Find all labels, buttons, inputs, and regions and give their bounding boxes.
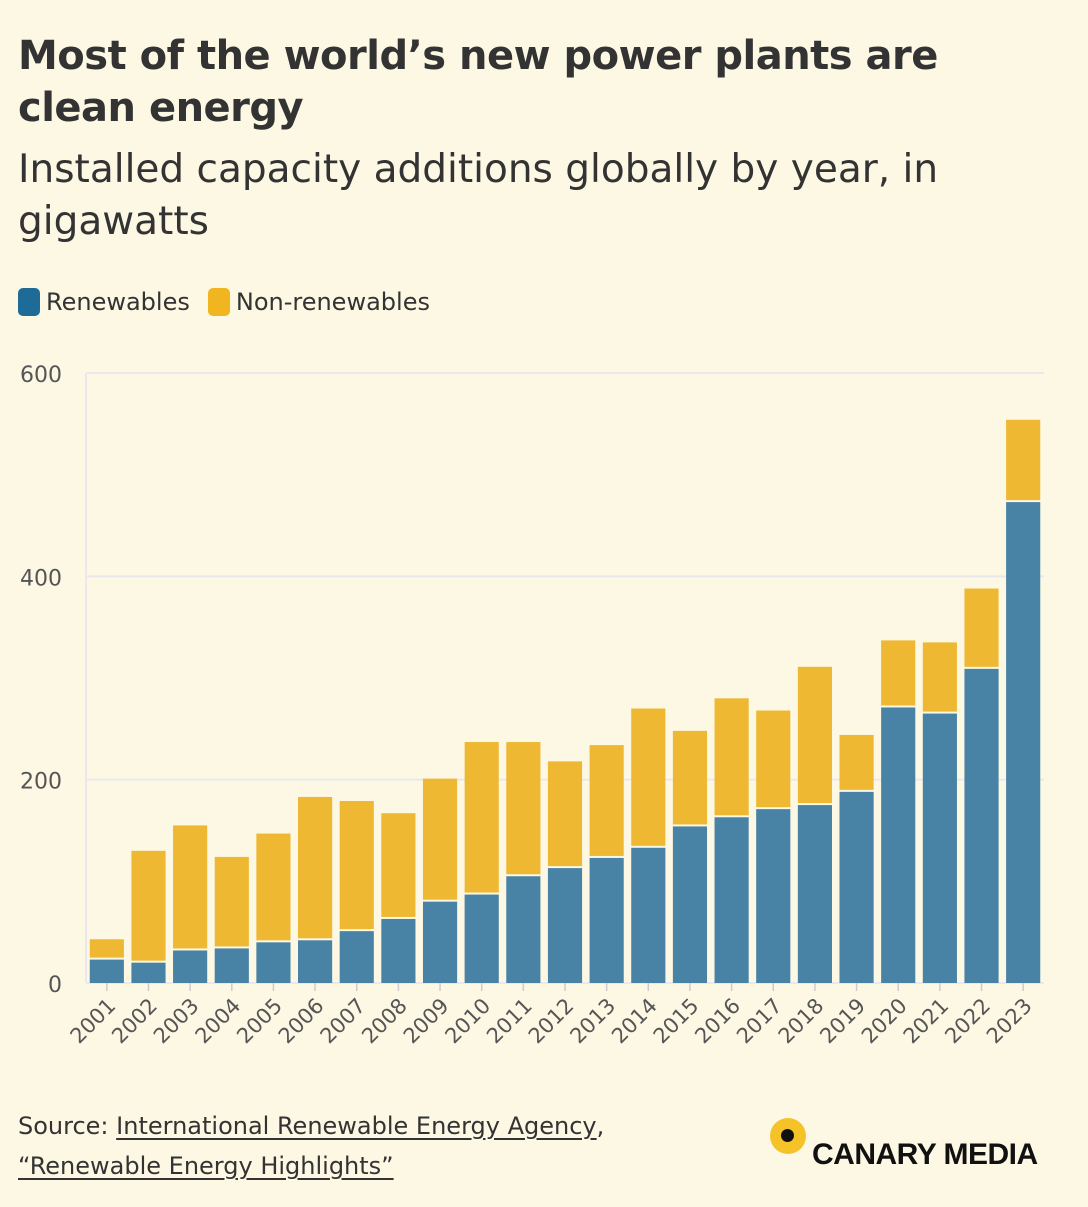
bar-non-renewables-2002 xyxy=(131,850,166,961)
legend: Renewables Non-renewables xyxy=(18,288,448,316)
bar-non-renewables-2018 xyxy=(797,666,832,804)
bar-non-renewables-2020 xyxy=(881,640,916,706)
bar-non-renewables-2010 xyxy=(464,742,499,893)
bar-renewables-2007 xyxy=(339,931,374,983)
x-tick-label-2007: 2007 xyxy=(316,994,371,1049)
bar-renewables-2013 xyxy=(589,857,624,983)
bar-renewables-2022 xyxy=(964,668,999,983)
legend-swatch-renewables xyxy=(18,288,40,316)
bar-non-renewables-2015 xyxy=(672,730,708,825)
bar-renewables-2003 xyxy=(173,950,208,983)
x-tick-label-2010: 2010 xyxy=(440,994,495,1049)
bar-renewables-2015 xyxy=(672,826,708,983)
x-tick-label-2022: 2022 xyxy=(940,994,995,1049)
chart-title: Most of the world’s new power plants are… xyxy=(18,33,938,131)
x-tick-label-2001: 2001 xyxy=(66,994,121,1049)
bar-non-renewables-2005 xyxy=(256,833,291,941)
bar-non-renewables-2012 xyxy=(547,761,583,867)
brand-logo: CANARY MEDIA xyxy=(770,1118,1038,1172)
bar-non-renewables-2022 xyxy=(964,588,999,667)
source-link-report[interactable]: “Renewable Energy Highlights” xyxy=(18,1152,394,1180)
x-tick-label-2003: 2003 xyxy=(149,994,204,1049)
legend-label-renewables: Renewables xyxy=(46,288,190,316)
bar-renewables-2010 xyxy=(464,894,499,983)
legend-item-non-renewables: Non-renewables xyxy=(207,288,430,316)
bar-renewables-2011 xyxy=(506,876,541,983)
legend-item-renewables: Renewables xyxy=(18,288,190,316)
legend-swatch-non-renewables xyxy=(207,288,230,316)
y-tick-label-600: 600 xyxy=(20,363,62,388)
bar-renewables-2018 xyxy=(797,805,832,983)
x-tick-label-2002: 2002 xyxy=(107,994,162,1049)
bar-renewables-2008 xyxy=(381,918,416,983)
bar-renewables-2017 xyxy=(756,809,791,983)
brand-name: CANARY MEDIA xyxy=(812,1138,1038,1171)
x-tick-label-2008: 2008 xyxy=(357,994,412,1049)
stacked-bar-chart: 0200400600200120022003200420052006200720… xyxy=(20,363,1044,1049)
x-tick-label-2021: 2021 xyxy=(899,994,954,1049)
x-tick-label-2014: 2014 xyxy=(607,994,662,1049)
x-tick-label-2023: 2023 xyxy=(982,994,1037,1049)
bar-renewables-2006 xyxy=(298,940,333,983)
x-tick-label-2018: 2018 xyxy=(774,994,829,1049)
y-tick-label-0: 0 xyxy=(48,973,62,998)
bar-renewables-2020 xyxy=(881,707,916,983)
bar-non-renewables-2004 xyxy=(214,856,249,947)
x-tick-label-2013: 2013 xyxy=(565,994,620,1049)
source-prefix: Source: xyxy=(18,1112,117,1140)
x-tick-label-2011: 2011 xyxy=(482,994,537,1049)
source-note: Source: International Renewable Energy A… xyxy=(18,1106,604,1186)
bar-non-renewables-2013 xyxy=(589,745,624,856)
x-tick-label-2012: 2012 xyxy=(524,994,579,1049)
x-tick-label-2009: 2009 xyxy=(399,994,454,1049)
chart-subtitle: Installed capacity additions globally by… xyxy=(18,147,939,244)
legend-label-non-renewables: Non-renewables xyxy=(235,288,430,316)
bar-non-renewables-2003 xyxy=(173,825,208,949)
x-tick-label-2006: 2006 xyxy=(274,994,329,1049)
bar-renewables-2005 xyxy=(256,942,291,983)
bar-renewables-2002 xyxy=(131,962,166,983)
bar-renewables-2001 xyxy=(89,959,124,983)
x-tick-label-2015: 2015 xyxy=(649,994,704,1049)
bar-renewables-2021 xyxy=(922,713,957,983)
bar-non-renewables-2017 xyxy=(756,710,791,808)
bar-non-renewables-2014 xyxy=(631,708,666,846)
source-separator: , xyxy=(596,1112,605,1140)
y-tick-label-200: 200 xyxy=(20,770,62,795)
y-tick-label-400: 400 xyxy=(20,566,62,591)
x-tick-label-2016: 2016 xyxy=(690,994,745,1049)
bar-renewables-2019 xyxy=(839,791,874,983)
bar-non-renewables-2011 xyxy=(506,742,541,875)
bar-non-renewables-2016 xyxy=(714,698,749,816)
bar-non-renewables-2009 xyxy=(422,778,458,900)
bar-renewables-2023 xyxy=(1006,502,1041,983)
bar-renewables-2009 xyxy=(422,901,458,983)
x-tick-label-2005: 2005 xyxy=(232,994,287,1049)
x-tick-label-2017: 2017 xyxy=(732,994,787,1049)
x-tick-label-2019: 2019 xyxy=(815,994,870,1049)
bar-non-renewables-2008 xyxy=(381,813,416,917)
bar-non-renewables-2007 xyxy=(339,801,374,930)
bar-renewables-2014 xyxy=(631,847,666,983)
bar-renewables-2012 xyxy=(547,868,583,983)
source-link-irena[interactable]: International Renewable Energy Agency xyxy=(116,1112,597,1140)
x-tick-label-2004: 2004 xyxy=(191,994,246,1049)
bar-non-renewables-2001 xyxy=(89,939,124,958)
canary-dot-icon xyxy=(770,1118,806,1154)
bar-non-renewables-2023 xyxy=(1006,419,1041,501)
bar-non-renewables-2019 xyxy=(839,734,874,790)
bar-non-renewables-2006 xyxy=(298,796,333,939)
bar-non-renewables-2021 xyxy=(922,642,957,712)
x-tick-label-2020: 2020 xyxy=(857,994,912,1049)
bar-renewables-2016 xyxy=(714,817,749,983)
bar-renewables-2004 xyxy=(214,948,249,983)
